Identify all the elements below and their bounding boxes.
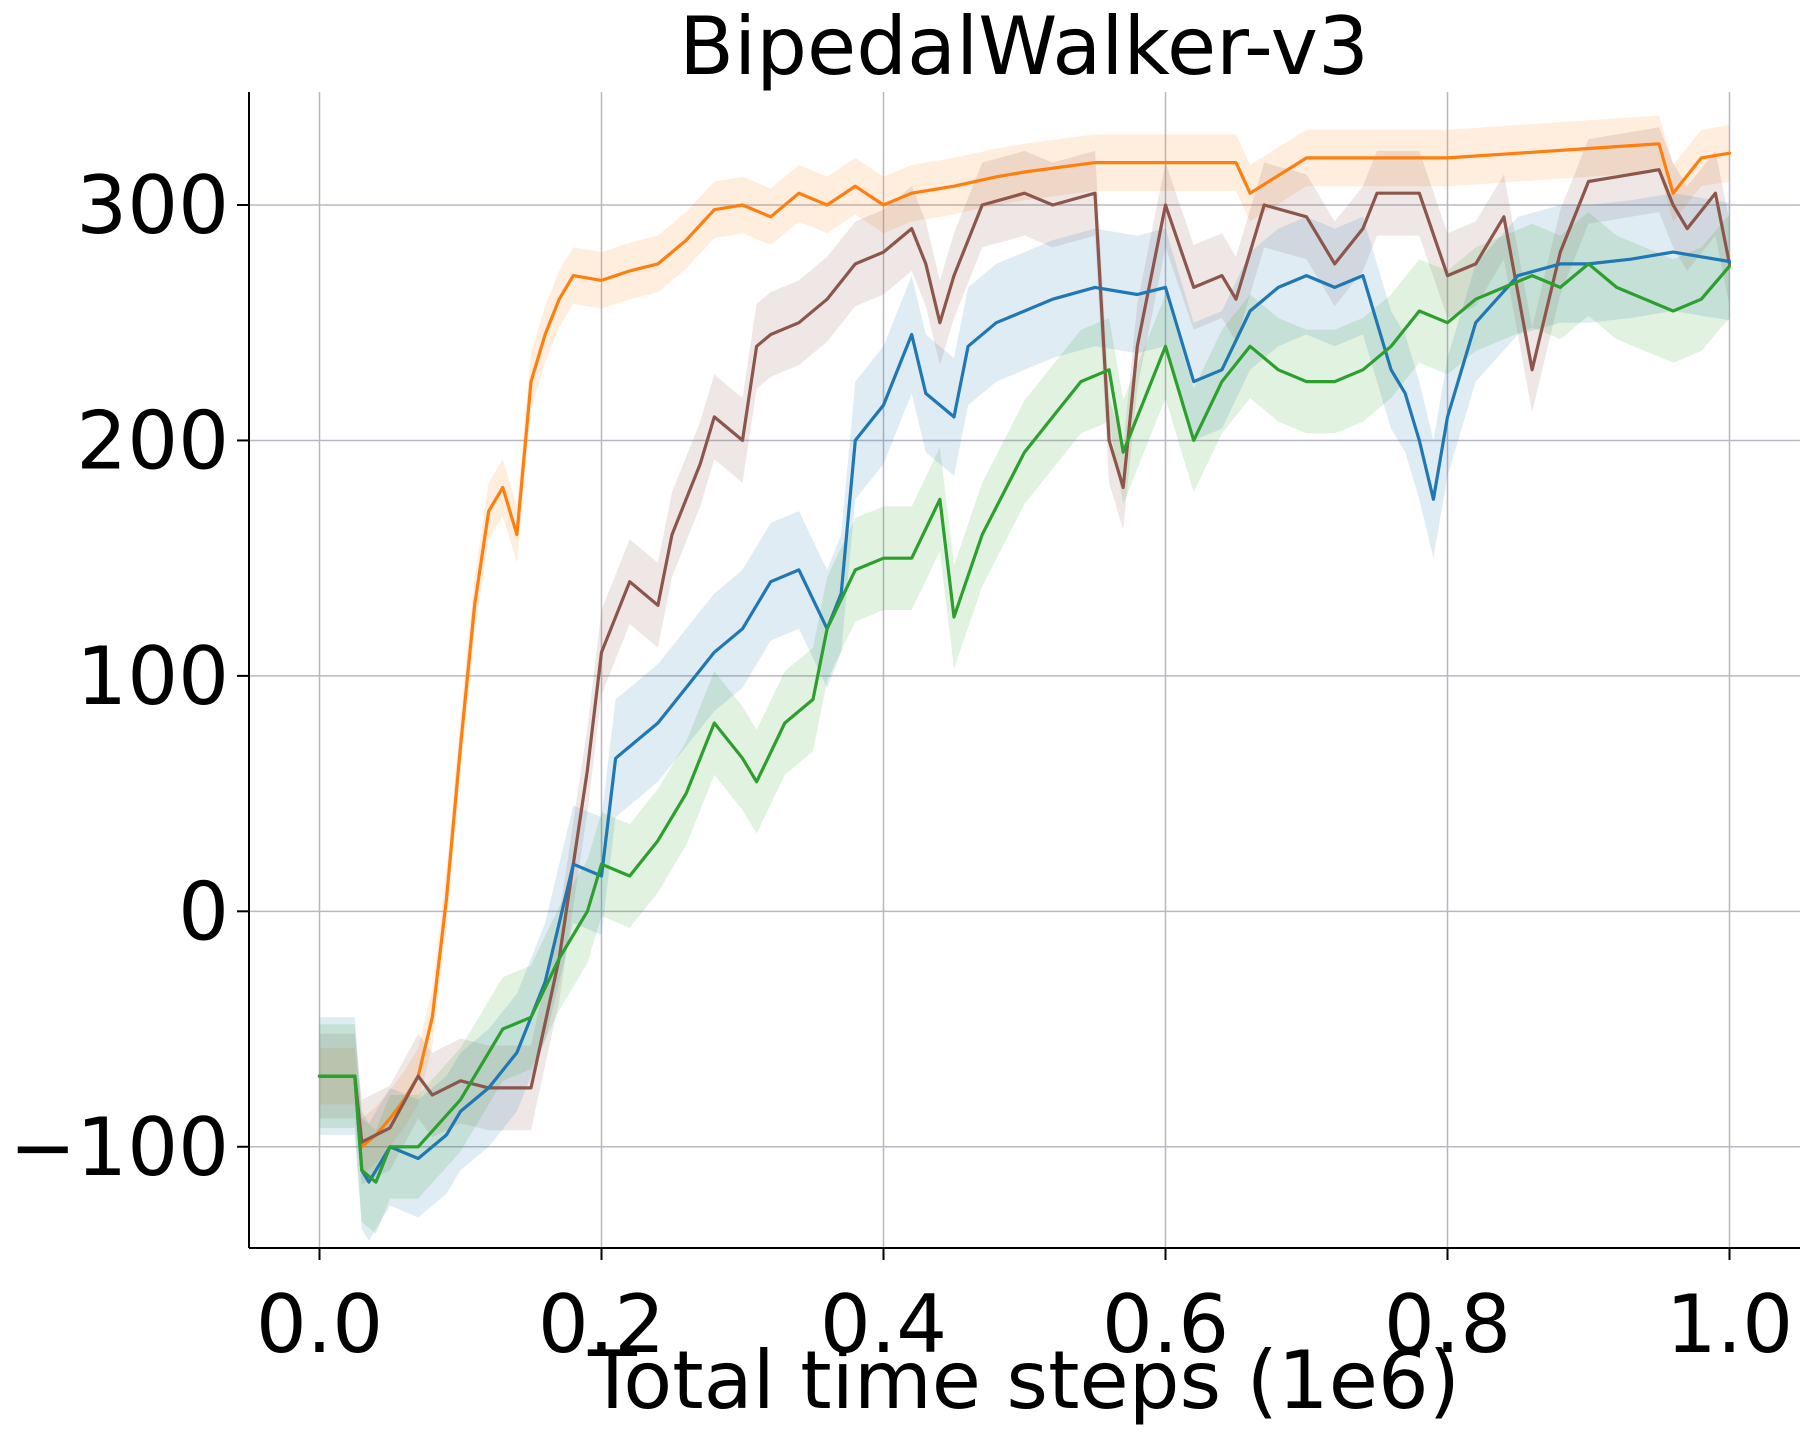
x-axis-label: Total time steps (1e6) bbox=[587, 1334, 1460, 1427]
x-tick-label: 0.6 bbox=[1102, 1278, 1229, 1371]
x-tick-label: 0.4 bbox=[820, 1278, 947, 1371]
y-tick-label: 200 bbox=[76, 394, 229, 487]
x-tick-label: 0.2 bbox=[538, 1278, 665, 1371]
series-line-green bbox=[317, 262, 1732, 1184]
series-line-orange bbox=[317, 142, 1732, 1149]
chart-title: BipedalWalker-v3 bbox=[679, 0, 1369, 93]
band-layer bbox=[319, 115, 1730, 1241]
grid-layer bbox=[249, 92, 1800, 1248]
x-tick-label: 0.8 bbox=[1384, 1278, 1511, 1371]
line-layer bbox=[317, 142, 1732, 1184]
x-tick-label: 1.0 bbox=[1666, 1278, 1793, 1371]
series-line-blue bbox=[317, 250, 1732, 1184]
band-green bbox=[319, 212, 1730, 1234]
axis-layer bbox=[248, 92, 1800, 1249]
y-tick-label: 0 bbox=[178, 865, 229, 958]
y-tick-label: −100 bbox=[9, 1101, 229, 1194]
series-line-brown bbox=[317, 168, 1732, 1144]
x-tick-label: 0.0 bbox=[256, 1278, 383, 1371]
tick-layer: 0.0 0.2 0.4 0.6 0.8 1.0 −100 0 100 200 300 bbox=[9, 159, 1793, 1371]
band-blue bbox=[319, 193, 1730, 1241]
y-tick-label: 300 bbox=[76, 159, 229, 252]
y-tick-label: 100 bbox=[76, 630, 229, 723]
